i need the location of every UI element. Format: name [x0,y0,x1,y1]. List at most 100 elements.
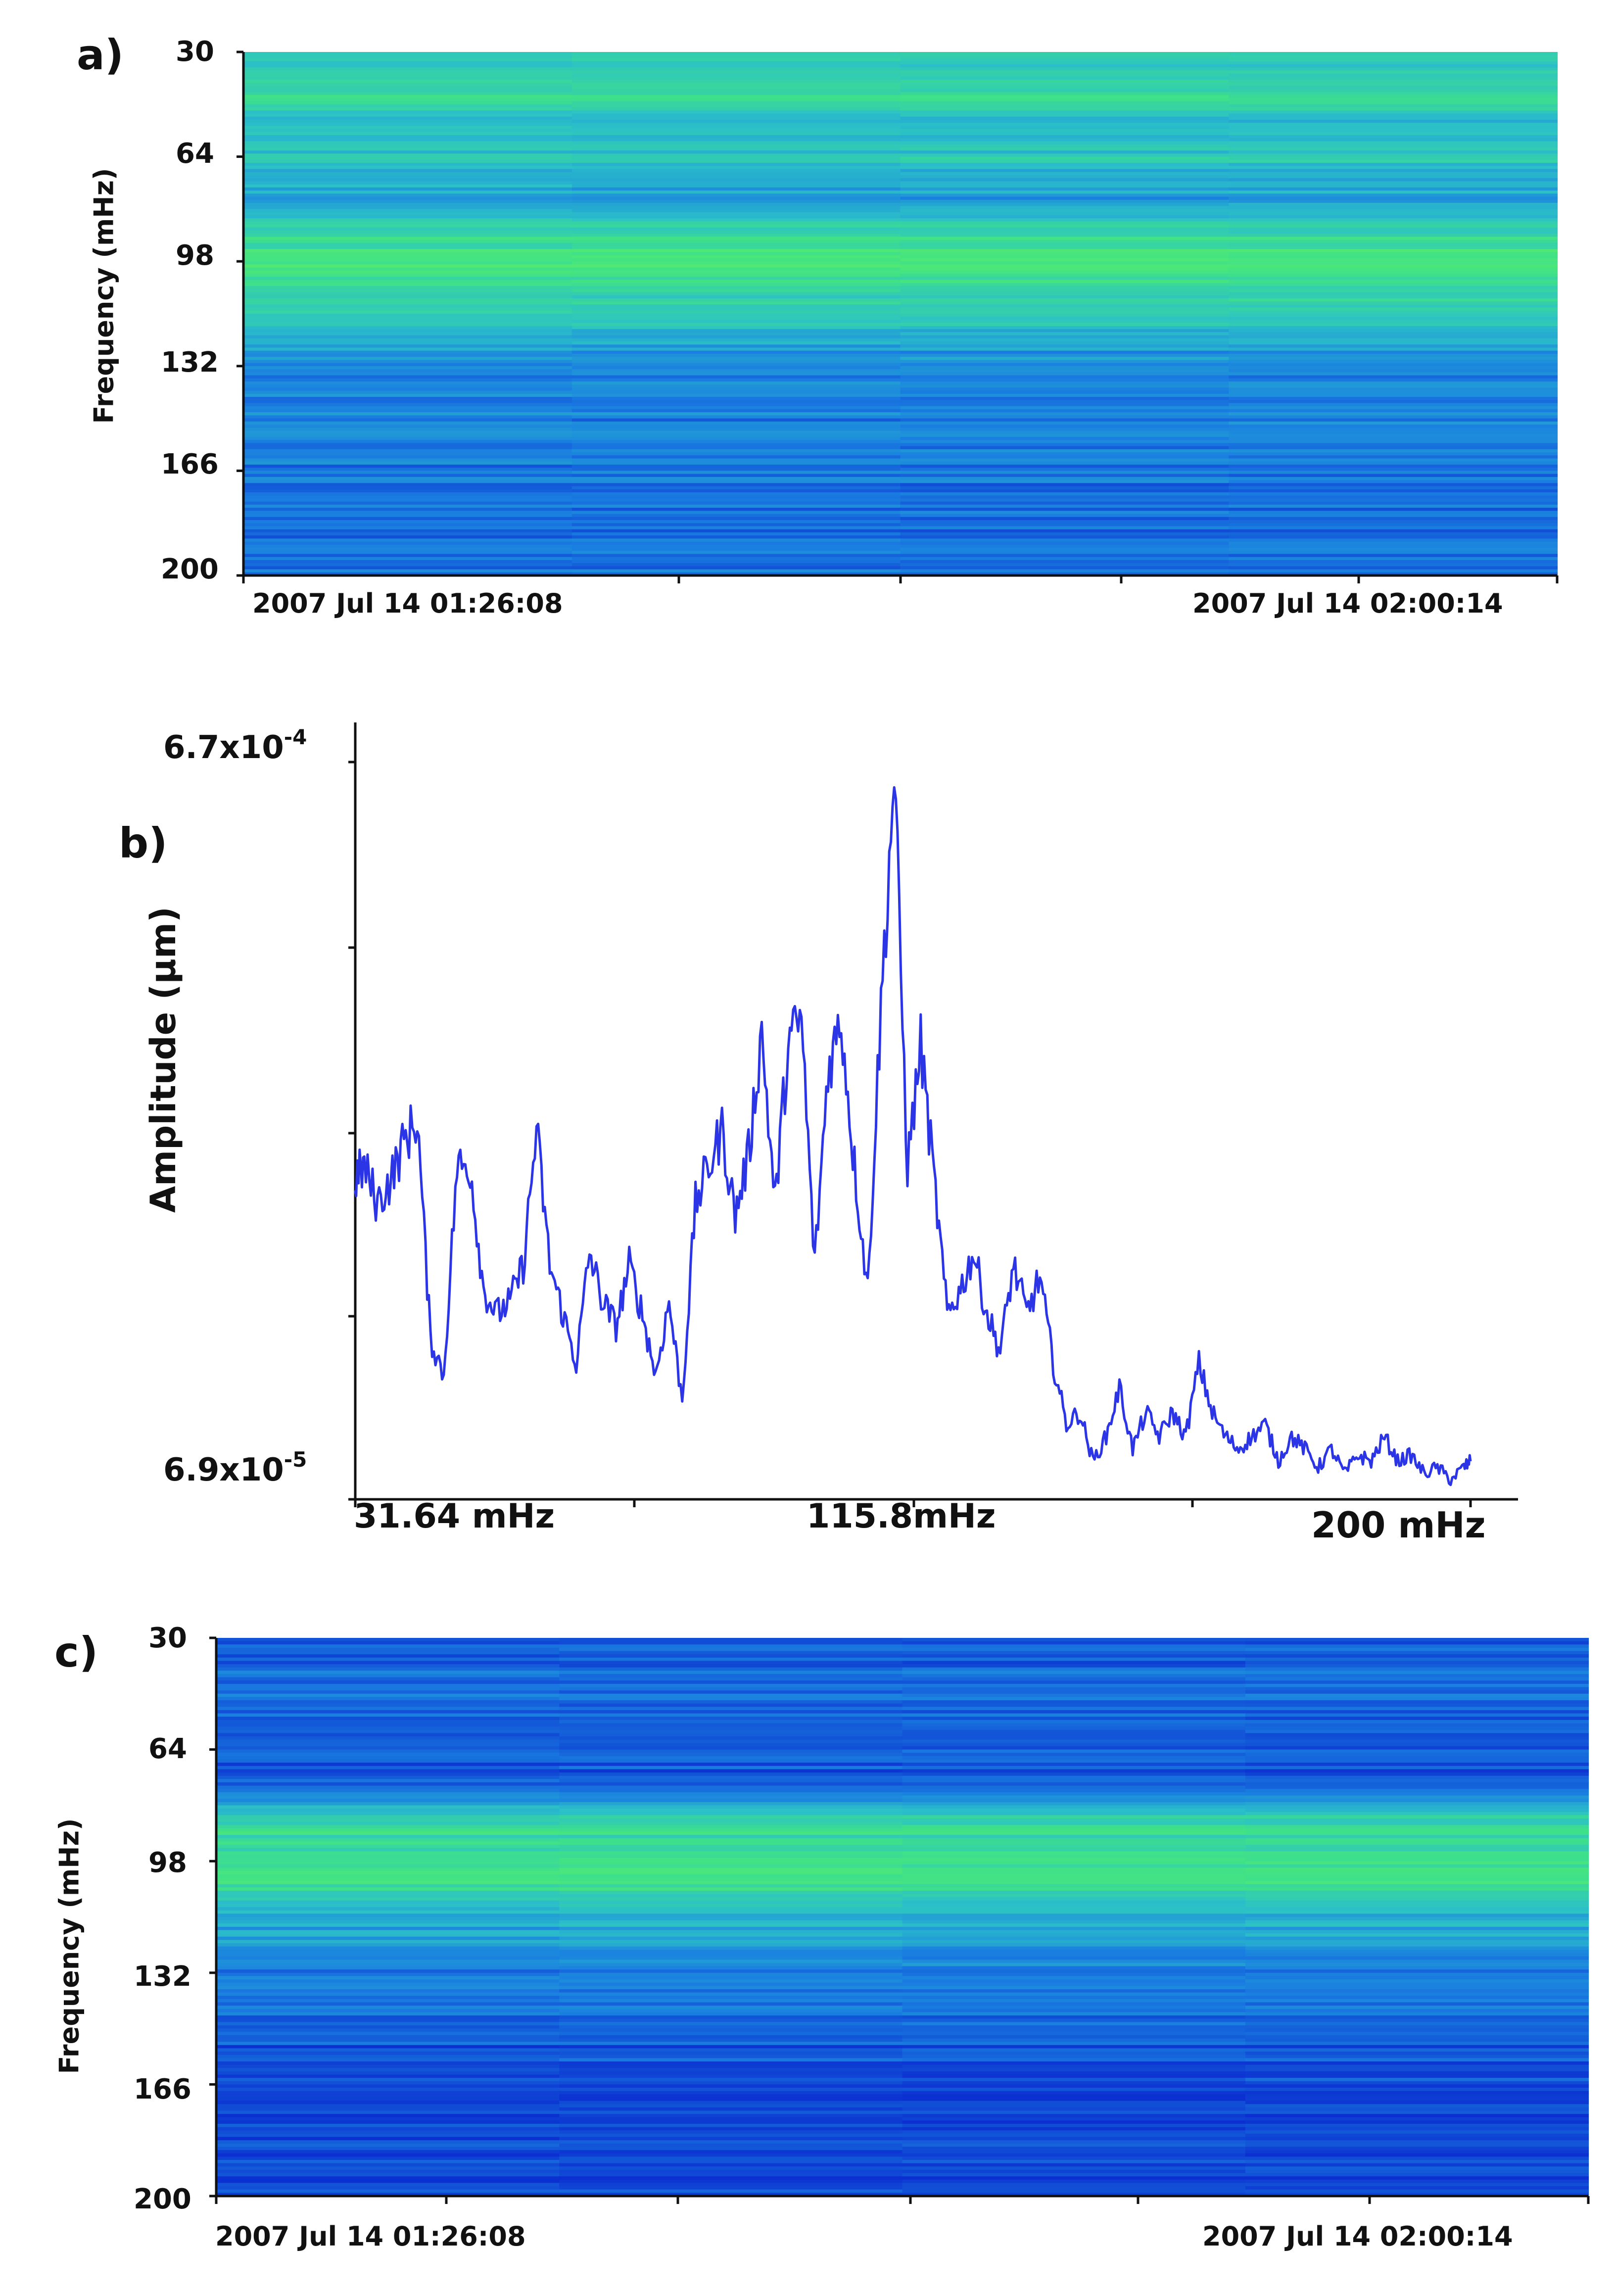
panel-a-cell [571,150,901,154]
panel-a-cell [900,347,1230,351]
panel-a-cell [243,446,572,450]
panel-a-cell [243,350,572,354]
panel-a-cell [571,184,901,188]
panel-a-cell [571,169,901,173]
panel-a-cell [1229,421,1558,425]
panel-c-cell [216,1890,560,1895]
panel-c-cell [559,1651,903,1655]
panel-c-cell [902,2117,1246,2121]
panel-c-cell [902,2179,1246,2184]
panel-a-cell [243,452,572,456]
panel-c-cell [216,1956,560,1960]
panel-c-cell [216,2133,560,2138]
panel-c-cell [216,2074,560,2078]
panel-c-cell [902,1792,1246,1796]
panel-a-cell [900,89,1230,93]
panel-a-cell [1229,458,1558,462]
panel-c-cell [559,1904,903,1908]
panel-a-cell [900,98,1230,102]
panel-c-xtick-end: 2007 Jul 14 02:00:14 [1202,2221,1513,2252]
panel-c-cell [902,1772,1246,1776]
panel-a-cell [1229,277,1558,281]
panel-a-cell [1229,58,1558,62]
panel-a-cell [243,557,572,561]
panel-c-cell [216,1700,560,1704]
panel-c-cell [216,1871,560,1875]
panel-c-cell [902,2006,1246,2009]
panel-c-cell [216,2150,560,2154]
panel-c-cell [1245,2006,1589,2009]
panel-c-cell [902,1664,1246,1668]
panel-a-cell [1229,415,1558,419]
panel-c-cell [1245,1743,1589,1747]
panel-a-cell [243,277,572,281]
panel-c-cell [902,2081,1246,2085]
panel-c-cell [559,1759,903,1763]
panel-a-cell [1229,181,1558,185]
panel-a-cell [1229,242,1558,246]
panel-a-cell [1229,551,1558,555]
panel-c-cell [216,1913,560,1917]
panel-c-cell [559,1897,903,1901]
panel-a-cell [571,452,901,456]
panel-a-cell [900,107,1230,111]
panel-a-cell [243,132,572,136]
panel-a-cell [1229,425,1558,428]
panel-c-cell [559,1690,903,1694]
panel-c-cell [216,1841,560,1845]
panel-c-cell [1245,2193,1589,2197]
panel-c-cell [216,2028,560,2032]
panel-a-cell [571,400,901,404]
panel-a-cell [1229,360,1558,364]
panel-a-cell [243,206,572,209]
panel-a-cell [243,98,572,102]
panel-c-cell [216,1687,560,1691]
panel-a-cell [243,61,572,65]
panel-a-cell [571,369,901,373]
panel-c-cell [1245,1749,1589,1753]
panel-c-cell [559,2104,903,2108]
panel-a-cell [900,344,1230,348]
panel-c-cell [1245,2156,1589,2160]
panel-a-cell [243,264,572,268]
panel-c-cell [1245,2028,1589,2032]
panel-c-cell [1245,1710,1589,1714]
panel-a-cell [900,569,1230,573]
panel-c-cell [559,2025,903,2029]
panel-c-cell [902,1746,1246,1750]
panel-c-cell [559,1772,903,1776]
panel-c-cell [902,1661,1246,1665]
panel-a-cell [243,224,572,228]
panel-c-cell [559,2156,903,2160]
panel-a-cell [900,249,1230,253]
panel-a-cell [243,329,572,333]
panel-c-cell [216,1775,560,1779]
panel-a-cell [900,187,1230,191]
panel-a-cell [243,375,572,379]
panel-a-cell [243,234,572,238]
panel-a-cell [1229,261,1558,265]
panel-c-cell [216,1733,560,1737]
panel-a-cell [243,425,572,428]
panel-c-cell [902,2002,1246,2006]
panel-a-cell [1229,80,1558,83]
panel-c-cell [1245,1769,1589,1773]
panel-a-cell [900,172,1230,176]
panel-a-cell [571,554,901,558]
panel-c-cell [1245,1936,1589,1941]
panel-a-cell [571,384,901,388]
panel-a-cell [1229,440,1558,443]
panel-c-cell [1245,1894,1589,1898]
panel-c-cell [559,1713,903,1717]
panel-a-cell [900,110,1230,114]
panel-c-cell [1245,1697,1589,1701]
panel-a-cell [571,187,901,191]
panel-a-cell [900,498,1230,502]
panel-a-cell [243,443,572,447]
panel-c-cell [902,1900,1246,1905]
panel-a-cell [571,52,901,55]
panel-c-cell [1245,1904,1589,1908]
panel-c-cell [559,1785,903,1789]
panel-a-cell [243,153,572,157]
panel-c-cell [559,1720,903,1724]
